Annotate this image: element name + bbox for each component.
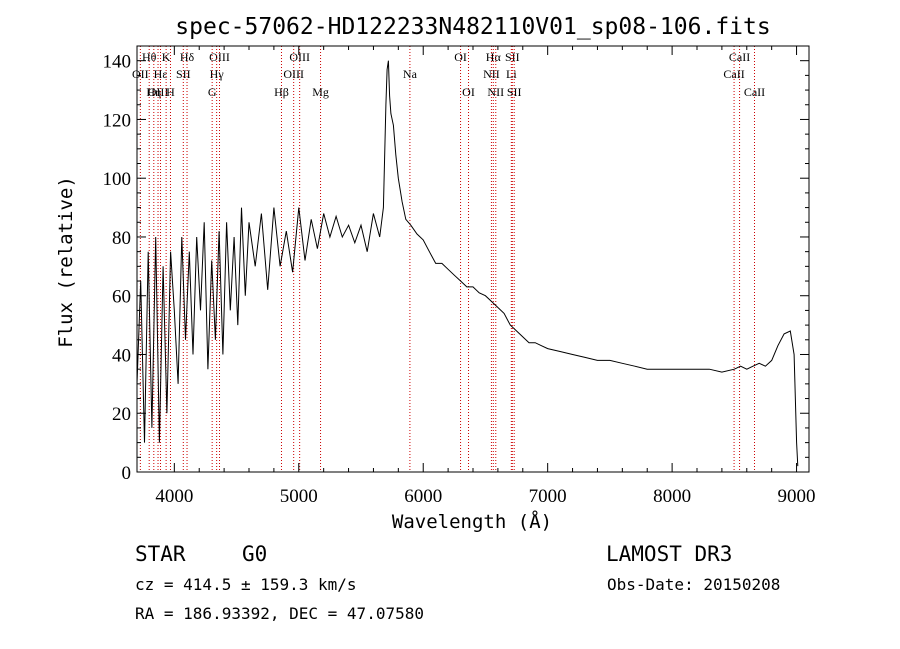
- line-label-3: Hη: [146, 85, 161, 99]
- obs-date: Obs-Date: 20150208: [607, 575, 780, 594]
- y-tick-label-3: 60: [112, 287, 131, 308]
- line-label-24: SII: [507, 85, 522, 99]
- line-label-0: Hθ: [142, 50, 157, 64]
- x-tick-label-3: 7000: [529, 486, 567, 507]
- redshift-cz: cz = 414.5 ± 159.3 km/s: [135, 575, 357, 594]
- line-label-1: OII: [132, 67, 149, 81]
- line-label-8: SII: [176, 67, 191, 81]
- spectrum-line: [136, 60, 799, 467]
- line-label-4: K: [162, 50, 171, 64]
- line-label-22: SII: [505, 50, 520, 64]
- x-tick-label-0: 4000: [155, 486, 193, 507]
- ra-dec: RA = 186.93392, DEC = 47.07580: [135, 604, 424, 623]
- line-label-16: Na: [403, 67, 418, 81]
- line-label-12: OIII: [289, 50, 310, 64]
- line-label-6: H: [166, 85, 175, 99]
- line-label-2: OIII: [148, 85, 169, 99]
- y-tick-label-5: 100: [103, 169, 132, 190]
- line-label-26: CaII: [723, 67, 744, 81]
- line-label-19: Hα: [486, 50, 502, 64]
- line-label-9: OIII: [209, 50, 230, 64]
- x-tick-label-4: 8000: [653, 486, 691, 507]
- chart-title: spec-57062-HD122233N482110V01_sp08-106.f…: [175, 14, 770, 40]
- object-subclass: G0: [242, 542, 267, 566]
- x-tick-label-2: 6000: [404, 486, 442, 507]
- line-label-7: Hδ: [180, 50, 195, 64]
- line-label-20: NII: [483, 67, 500, 81]
- y-axis-title: Flux (relative): [55, 176, 77, 348]
- y-tick-label-6: 120: [103, 110, 132, 131]
- plot-frame: [136, 45, 810, 473]
- y-tick-label-7: 140: [103, 52, 132, 73]
- line-label-23: Li: [506, 67, 517, 81]
- y-tick-label-2: 40: [112, 345, 131, 366]
- object-class: STAR: [135, 542, 186, 566]
- axis-ticks: 4000 5000 6000 7000 8000 9000 0 20 40 60 80 100 120 1…: [103, 46, 816, 507]
- series-line-0: [136, 60, 799, 467]
- x-tick-label-1: 5000: [280, 486, 318, 507]
- line-label-5: Hε: [154, 67, 168, 81]
- line-label-21: NII: [487, 85, 504, 99]
- line-label-15: Mg: [312, 85, 329, 99]
- line-label-17: OI: [454, 50, 467, 64]
- line-label-11: G: [208, 85, 217, 99]
- y-tick-label-4: 80: [112, 228, 131, 249]
- y-tick-label-0: 0: [122, 463, 132, 484]
- line-label-25: CaII: [729, 50, 750, 64]
- survey-name: LAMOST DR3: [606, 542, 732, 566]
- line-label-27: CaII: [744, 85, 765, 99]
- line-label-10: Hγ: [210, 67, 225, 81]
- y-tick-label-1: 20: [112, 404, 131, 425]
- x-tick-label-5: 9000: [778, 486, 816, 507]
- line-label-18: OI: [462, 85, 475, 99]
- line-label-13: OIII: [283, 67, 304, 81]
- line-label-14: Hβ: [274, 85, 289, 99]
- x-axis-title: Wavelength (Å): [392, 510, 552, 533]
